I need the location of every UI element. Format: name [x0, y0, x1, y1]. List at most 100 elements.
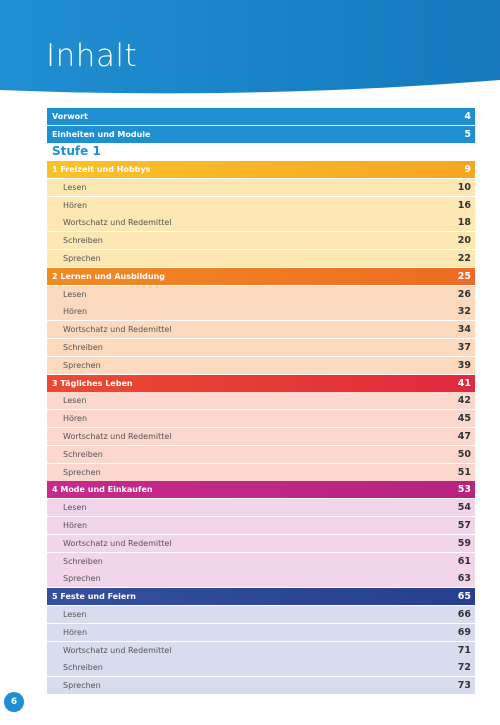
entry-label: Hören: [63, 200, 88, 210]
entry-label: Schreiben: [63, 343, 103, 352]
entry-page: 59: [457, 537, 471, 549]
entry-page: 53: [457, 484, 471, 496]
entry-label: Lesen: [63, 396, 87, 406]
entry-label: Schreiben: [63, 663, 103, 673]
entry-page: 57: [457, 520, 471, 531]
entry-page: 10: [457, 181, 471, 193]
toc-item-row: Wortschatz und Redemittel 47: [47, 428, 475, 445]
entry-page: 16: [457, 199, 471, 211]
entry-label: Schreiben: [63, 236, 103, 246]
toc-item-row: Wortschatz und Redemittel 18: [47, 214, 475, 232]
entry-page: 37: [457, 342, 471, 353]
entry-label: Sprechen: [63, 681, 101, 691]
entry-page: 66: [457, 609, 471, 620]
entry-label: Lesen: [63, 610, 87, 619]
toc-item-row: Schreiben 37: [47, 339, 475, 356]
entry-label: 1 Freizeit und Hobbys: [52, 165, 151, 174]
toc-item-row: Lesen 66: [47, 606, 475, 623]
toc-item-row: Hören 45: [47, 410, 475, 428]
entry-label: Hören: [63, 307, 88, 317]
entry-label: Wortschatz und Redemittel: [63, 218, 172, 228]
entry-page: 22: [457, 253, 471, 264]
entry-page: 20: [457, 235, 471, 247]
toc-item-row: Schreiben 50: [47, 445, 475, 463]
toc-heading-row: 4 Mode und Einkaufen 53: [47, 481, 475, 499]
entry-label: Hören: [63, 414, 88, 424]
toc-item-row: Sprechen 63: [47, 570, 475, 588]
entry-label: Wortschatz und Redemittel: [63, 325, 172, 335]
toc-heading-row: 3 Tägliches Leben 41: [47, 374, 475, 392]
toc-item-row: Sprechen 73: [47, 677, 475, 695]
entry-page: 54: [457, 502, 471, 514]
entry-page: 47: [457, 431, 471, 442]
section-heading: Stufe 1: [52, 144, 101, 158]
entry-page: 50: [457, 448, 471, 460]
entry-label: Sprechen: [63, 574, 101, 584]
header-banner: [0, 0, 500, 94]
toc-item-row: Sprechen 22: [47, 250, 475, 267]
toc-heading-row: 2 Lernen und Ausbildung 25: [47, 267, 475, 285]
page-title: Inhalt: [46, 38, 138, 74]
toc-item-row: Wortschatz und Redemittel 59: [47, 534, 475, 552]
toc-heading-row: Einheiten und Module 5: [47, 125, 475, 143]
entry-label: 5 Feste und Feiern: [52, 592, 136, 602]
entry-label: Wortschatz und Redemittel: [63, 432, 172, 441]
entry-page: 32: [457, 306, 471, 318]
entry-label: Lesen: [63, 289, 87, 299]
entry-label: Sprechen: [63, 360, 101, 370]
toc-item-row: Lesen 10: [47, 178, 475, 196]
toc-item-row: Schreiben 72: [47, 659, 475, 677]
entry-label: Vorwort: [52, 112, 88, 121]
entry-label: Wortschatz und Redemittel: [63, 538, 172, 548]
entry-label: Einheiten und Module: [52, 129, 151, 139]
page-number: 6: [4, 692, 24, 712]
entry-page: 39: [457, 359, 471, 371]
entry-label: Sprechen: [63, 254, 101, 263]
entry-page: 63: [457, 573, 471, 585]
entry-page: 71: [457, 644, 471, 656]
entry-page: 73: [457, 680, 471, 692]
entry-page: 18: [457, 217, 471, 229]
toc-item-row: Lesen 26: [47, 285, 475, 303]
entry-page: 34: [457, 324, 471, 336]
entry-label: Lesen: [63, 503, 87, 513]
entry-page: 65: [457, 591, 471, 603]
toc-item-row: Hören 16: [47, 196, 475, 214]
toc-heading-row: Vorwort 4: [47, 108, 475, 125]
entry-page: 4: [464, 111, 471, 122]
entry-label: 4 Mode und Einkaufen: [52, 485, 153, 495]
entry-page: 69: [457, 626, 471, 638]
toc-item-row: Sprechen 51: [47, 463, 475, 481]
toc-heading-row: 5 Feste und Feiern 65: [47, 588, 475, 606]
toc-item-row: Wortschatz und Redemittel 34: [47, 321, 475, 339]
toc-item-row: Lesen 42: [47, 392, 475, 410]
entry-label: Schreiben: [63, 449, 103, 459]
entry-label: Hören: [63, 627, 88, 637]
entry-page: 41: [457, 377, 471, 389]
entry-page: 25: [457, 270, 471, 282]
entry-label: Schreiben: [63, 556, 103, 566]
toc-item-row: Wortschatz und Redemittel 71: [47, 641, 475, 659]
entry-page: 26: [457, 288, 471, 300]
toc-item-row: Lesen 54: [47, 499, 475, 517]
toc-item-row: Schreiben 20: [47, 232, 475, 250]
entry-label: Wortschatz und Redemittel: [63, 645, 172, 655]
toc-heading-row: 1 Freizeit und Hobbys 9: [47, 161, 475, 178]
entry-label: 2 Lernen und Ausbildung: [52, 271, 166, 281]
entry-page: 5: [464, 128, 471, 140]
entry-page: 51: [457, 466, 471, 478]
entry-label: Lesen: [63, 182, 87, 192]
entry-label: Sprechen: [63, 467, 101, 477]
entry-page: 72: [457, 662, 471, 674]
entry-label: Hören: [63, 521, 88, 530]
entry-page: 45: [457, 413, 471, 425]
toc-item-row: Schreiben 61: [47, 552, 475, 570]
entry-page: 9: [464, 164, 471, 175]
toc-item-row: Sprechen 39: [47, 356, 475, 374]
entry-label: 3 Tägliches Leben: [52, 378, 133, 388]
toc-item-row: Hören 32: [47, 303, 475, 321]
toc-item-row: Hören 57: [47, 517, 475, 534]
toc-item-row: Hören 69: [47, 623, 475, 641]
entry-page: 61: [457, 555, 471, 567]
